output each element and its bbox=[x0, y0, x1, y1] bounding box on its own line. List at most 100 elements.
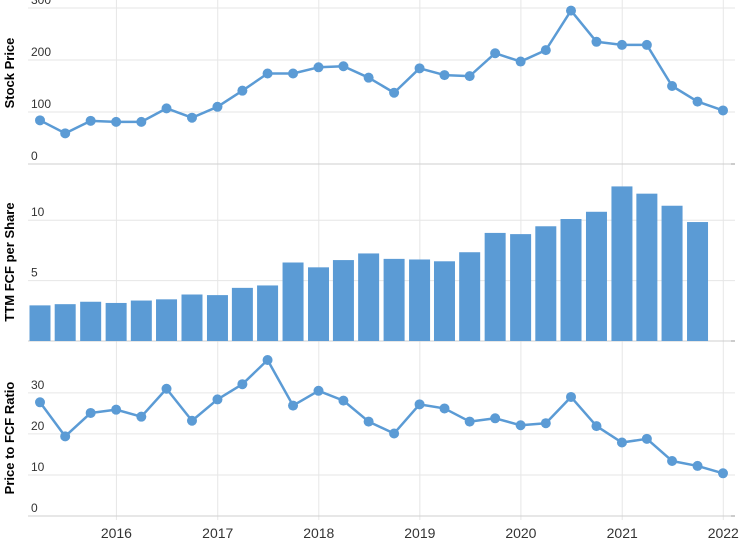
data-point bbox=[389, 87, 400, 98]
bar bbox=[661, 205, 683, 341]
data-point bbox=[338, 395, 349, 406]
bar bbox=[29, 305, 51, 341]
bar bbox=[105, 302, 127, 341]
data-point bbox=[616, 437, 627, 448]
data-point bbox=[718, 105, 728, 116]
data-point bbox=[161, 103, 172, 114]
data-point bbox=[641, 433, 652, 444]
panel-title: Stock Price bbox=[2, 38, 17, 109]
x-tick-label: 2016 bbox=[101, 525, 132, 541]
series-line bbox=[39, 9, 724, 135]
bar bbox=[231, 287, 253, 341]
data-point bbox=[212, 101, 223, 112]
data-point bbox=[667, 81, 678, 91]
data-point bbox=[616, 39, 627, 50]
data-point bbox=[313, 385, 324, 396]
bar bbox=[383, 258, 405, 341]
bar bbox=[636, 193, 658, 341]
x-tick-label: 2018 bbox=[303, 525, 334, 541]
chart-panels: 0 100 200 300 Stock Price 0 5 10 TTM FCF per Sha… bbox=[2, 0, 735, 520]
bar bbox=[459, 252, 481, 341]
data-point bbox=[718, 468, 728, 479]
data-point bbox=[111, 404, 122, 415]
data-point bbox=[186, 112, 197, 123]
bar bbox=[206, 295, 228, 341]
data-point bbox=[464, 71, 475, 82]
x-tick-label: 2022 bbox=[708, 525, 739, 541]
bar bbox=[282, 262, 304, 341]
data-point bbox=[692, 96, 703, 107]
bar bbox=[332, 260, 354, 341]
data-point bbox=[313, 62, 324, 73]
data-point bbox=[540, 418, 551, 429]
bar bbox=[409, 259, 431, 341]
y-tick-label: 5 bbox=[31, 266, 38, 280]
data-point bbox=[515, 56, 526, 67]
data-point bbox=[515, 420, 526, 431]
y-tick-label: 200 bbox=[31, 45, 51, 59]
bar bbox=[560, 219, 582, 341]
x-tick-label: 2019 bbox=[404, 525, 435, 541]
data-point bbox=[288, 68, 299, 79]
data-point bbox=[237, 379, 248, 390]
data-point bbox=[540, 45, 551, 56]
y-tick-label: 300 bbox=[31, 0, 51, 7]
data-point bbox=[111, 116, 122, 127]
data-point bbox=[136, 411, 147, 422]
data-point bbox=[262, 68, 273, 79]
bar bbox=[130, 300, 152, 341]
x-axis: 2016 2017 2018 2019 2020 2021 2022 bbox=[101, 525, 739, 541]
bar bbox=[687, 222, 709, 341]
bar bbox=[181, 294, 203, 341]
panel-title: TTM FCF per Share bbox=[2, 202, 17, 321]
data-point bbox=[591, 36, 602, 47]
data-point bbox=[414, 63, 425, 74]
data-point bbox=[464, 416, 475, 427]
x-tick-label: 2020 bbox=[505, 525, 536, 541]
bar bbox=[433, 261, 455, 341]
data-point bbox=[237, 85, 248, 96]
y-tick-label: 30 bbox=[31, 378, 45, 392]
y-tick-label: 10 bbox=[31, 205, 45, 219]
y-tick-label: 0 bbox=[31, 149, 38, 163]
data-point bbox=[85, 407, 96, 418]
data-point bbox=[161, 383, 172, 394]
data-point bbox=[389, 428, 400, 439]
bar bbox=[257, 285, 279, 341]
x-tick-label: 2017 bbox=[202, 525, 233, 541]
data-point bbox=[35, 397, 45, 408]
bar bbox=[156, 299, 178, 341]
data-point bbox=[490, 413, 501, 424]
bar bbox=[80, 301, 102, 341]
bar bbox=[54, 304, 76, 341]
data-point bbox=[212, 394, 223, 405]
bar bbox=[358, 253, 380, 341]
y-tick-label: 10 bbox=[31, 460, 45, 474]
panel-1: 0 100 200 300 Stock Price bbox=[2, 0, 735, 165]
y-tick-label: 20 bbox=[31, 419, 45, 433]
series-line bbox=[38, 358, 724, 475]
data-point bbox=[186, 415, 197, 426]
y-tick-label: 0 bbox=[31, 501, 38, 515]
bar bbox=[535, 226, 557, 341]
data-point bbox=[262, 355, 273, 365]
data-point bbox=[288, 400, 299, 411]
bar bbox=[308, 267, 330, 341]
data-point bbox=[591, 421, 602, 432]
data-point bbox=[363, 416, 374, 427]
data-point bbox=[363, 72, 374, 83]
bar bbox=[484, 232, 506, 341]
panel-2: 0510TTM FCF per Share bbox=[2, 186, 735, 342]
data-point bbox=[566, 391, 577, 402]
data-point bbox=[692, 460, 703, 471]
data-point bbox=[439, 403, 450, 414]
y-tick-label: 100 bbox=[31, 97, 51, 111]
data-point bbox=[60, 431, 71, 442]
data-point bbox=[60, 128, 71, 139]
data-point bbox=[641, 39, 652, 50]
bar bbox=[611, 186, 633, 341]
bar bbox=[585, 211, 607, 341]
panel-title: Price to FCF Ratio bbox=[2, 382, 17, 495]
data-point bbox=[490, 48, 501, 59]
